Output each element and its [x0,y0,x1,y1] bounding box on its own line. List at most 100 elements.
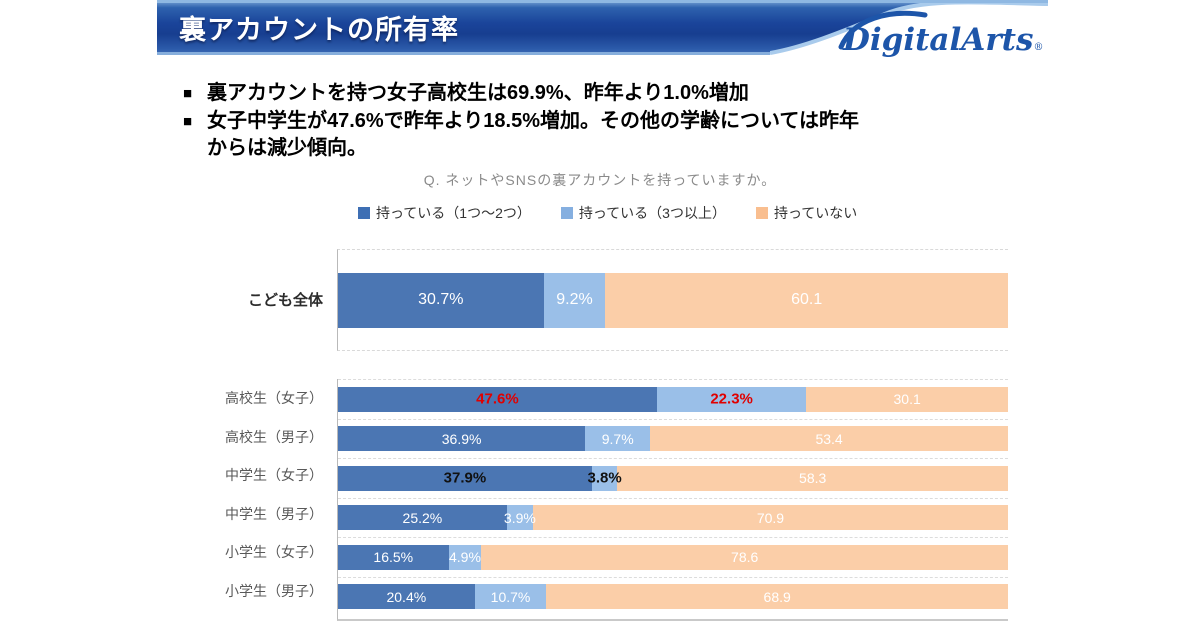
bar-segment: 30.7% [338,272,544,328]
legend-item: 持っている（3つ以上） [560,203,726,223]
logo-swoosh-icon [838,10,928,50]
bar-segment: 36.9% [338,426,586,452]
bar-segment: 25.2% [338,505,507,531]
bullet-text-line: 女子中学生が47.6%で昨年より18.5%増加。その他の学齢については昨年 [207,109,860,132]
bar-row: 16.5% 4.9% 78.6 [338,537,1008,577]
bar-value-label: 9.2% [556,291,593,308]
bar-segment: 3.9% [503,505,536,531]
bar-value-label: 16.5% [373,549,414,566]
bar-value-label: 30.1 [893,391,921,408]
summary-bullets: ■ 裏アカウントを持つ女子高校生は69.9%、昨年より1.0%増加 ■ 女子中学… [183,80,993,163]
bar-segment: 30.1 [806,386,1008,412]
category-labels: こども全体 [155,249,337,351]
chart-by-grade: 高校生（女子） 高校生（男子） 中学生（女子） 中学生（男子） 小学生（女子） 小学生（男… [155,379,1008,621]
legend-label: 持っている（3つ以上） [578,205,726,221]
bar-row: 47.6% 22.3% 30.1 [338,379,1008,419]
bar-track: 37.9% 3.8% 58.3 [338,465,1008,491]
bar-segment: 68.9 [546,584,1008,610]
bar-value-label: 36.9% [441,430,482,447]
bullet-text-line: からは減少傾向。 [207,137,367,159]
bar-row: 36.9% 9.7% 53.4 [338,418,1008,459]
category-label: 中学生（女子） [225,467,323,484]
bar-value-label: 3.9% [503,509,536,526]
banner-bottom-stripe [157,52,1048,55]
category-label-row: 高校生（男子） [155,418,337,457]
bar-value-label: 9.7% [601,430,634,447]
legend-label: 持っていない [773,205,858,221]
bar-segment: 60.1 [605,272,1008,328]
legend-swatch-none [755,207,768,219]
bar-value-label: 47.6% [476,390,519,408]
page-title: 裏アカウントの所有率 [179,15,459,45]
bar-track: 25.2% 3.9% 70.9 [338,505,1008,531]
legend-label: 持っている（1つ～2つ） [376,205,531,221]
bar-value-label: 37.9% [443,469,487,487]
bar-segment: 10.7% [474,584,547,610]
bar-segment: 4.9% [448,544,482,570]
category-label-row: 中学生（女子） [155,456,337,495]
bar-row: 20.4% 10.7% 68.9 [338,576,1008,617]
category-label-row: 高校生（女子） [155,379,337,418]
bar-segment: 37.9% [338,465,592,491]
bar-value-label: 58.3 [799,470,827,487]
bar-row: 37.9% 3.8% 58.3 [338,458,1008,498]
logo-text: DigitalArts [843,22,1034,58]
bar-segment: 22.3% [656,386,807,412]
banner-top-stripe [157,0,1048,3]
plot-area: 30.7% 9.2% 60.1 [337,249,1008,351]
legend-swatch-own-1-2 [358,207,370,219]
chart-overall: こども全体 30.7% 9.2% 60.1 [155,249,1008,351]
bar-value-label: 78.6 [731,549,759,566]
legend-item: 持っていない [755,203,858,223]
plot-area: 47.6% 22.3% 30.1 36.9% 9.7% 53.4 37.9% 3.8% 58.3… [337,379,1008,621]
chart-legend: 持っている（1つ～2つ） 持っている（3つ以上） 持っていない [358,203,857,223]
company-logo: DigitalArts® [838,10,1044,64]
category-label-row: 小学生（女子） [155,533,337,572]
legend-item: 持っている（1つ～2つ） [358,203,531,223]
bar-value-label: 68.9 [763,588,791,605]
category-label: 小学生（男子） [225,582,323,599]
bullet-item: ■ 裏アカウントを持つ女子高校生は69.9%、昨年より1.0%増加 [183,80,993,108]
bar-value-label: 53.4 [815,430,843,447]
category-labels: 高校生（女子） 高校生（男子） 中学生（女子） 中学生（男子） 小学生（女子） 小学生（男… [155,379,337,621]
legend-swatch-own-3plus [560,207,573,219]
bullet-marker: ■ [183,85,193,102]
bar-track: 16.5% 4.9% 78.6 [338,544,1008,570]
bar-segment: 3.8% [588,465,622,491]
bar-row: 25.2% 3.9% 70.9 [338,497,1008,538]
bar-value-label: 25.2% [402,509,443,526]
bar-value-label: 22.3% [710,390,753,408]
category-label-row: こども全体 [155,249,337,349]
category-label-row: 中学生（男子） [155,495,337,534]
bar-value-label: 60.1 [791,291,823,308]
bar-segment: 47.6% [338,386,657,412]
bullet-text-line: 裏アカウントを持つ女子高校生は69.9%、昨年より1.0%増加 [207,82,749,104]
header-banner: 裏アカウントの所有率 [157,0,1048,55]
bar-segment: 20.4% [338,584,475,610]
bullet-item: ■ 女子中学生が47.6%で昨年より18.5%増加。その他の学齢については昨年 … [183,108,993,163]
bar-track: 47.6% 22.3% 30.1 [338,386,1008,412]
bar-value-label: 4.9% [448,549,481,566]
survey-question: Q. ネットやSNSの裏アカウントを持っていますか。 [423,172,777,188]
bar-track: 36.9% 9.7% 53.4 [338,426,1008,452]
bar-value-label: 20.4% [386,588,427,605]
category-label: 高校生（女子） [225,390,323,407]
bar-segment: 58.3 [617,465,1008,491]
bar-segment: 78.6 [481,544,1008,570]
category-label: 中学生（男子） [225,505,323,522]
bar-segment: 16.5% [338,544,449,570]
bar-row: 30.7% 9.2% 60.1 [338,250,1008,350]
bar-segment: 9.7% [585,426,651,452]
bar-value-label: 30.7% [418,291,464,308]
registered-mark: ® [1033,42,1044,53]
bar-track: 30.7% 9.2% 60.1 [338,272,1008,328]
bar-segment: 53.4 [650,426,1008,452]
category-label: こども全体 [247,291,323,309]
bar-value-label: 3.8% [587,469,622,487]
category-label: 小学生（女子） [225,544,323,561]
bar-value-label: 10.7% [490,588,531,605]
bullet-marker: ■ [183,112,193,130]
bar-value-label: 70.9 [756,509,785,526]
category-label: 高校生（男子） [225,428,323,445]
